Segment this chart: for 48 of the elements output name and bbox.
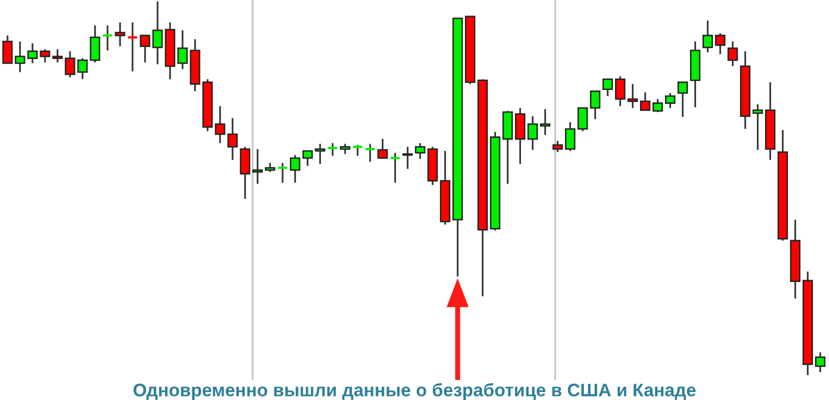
candlestick [340, 143, 350, 155]
candlestick [665, 92, 676, 109]
candlestick [64, 50, 76, 78]
candlestick [52, 48, 63, 64]
candlestick [702, 20, 713, 54]
text: Одновременно вышли данные о безработице в США и Канаде [134, 383, 696, 400]
candlestick [815, 352, 826, 373]
candlestick [414, 142, 426, 160]
candlestick [290, 154, 300, 184]
candlestick [352, 144, 364, 157]
candlestick [402, 146, 413, 170]
candlestick [377, 138, 388, 160]
candlestick [640, 91, 650, 112]
candlestick [140, 34, 150, 64]
candlestick [14, 40, 26, 73]
candlestick [102, 24, 114, 52]
candlestick [2, 34, 13, 64]
candlestick [40, 48, 50, 64]
candlestick [728, 40, 738, 67]
candlestick [627, 83, 638, 109]
candlestick [602, 78, 613, 97]
candlestick [77, 57, 88, 80]
candlestick [364, 143, 376, 163]
candlestick [252, 148, 263, 185]
candlestick [715, 32, 726, 56]
candlestick [614, 75, 626, 107]
candlestick [577, 107, 588, 132]
candlestick [326, 142, 338, 157]
candlestick [390, 152, 401, 184]
candlestick [527, 115, 538, 151]
candlestick [314, 143, 326, 165]
candlestick [590, 90, 600, 120]
candlestick [214, 105, 226, 144]
candlestick [152, 0, 163, 66]
candlestick [652, 98, 663, 113]
candlestick [552, 140, 563, 153]
candlestick [90, 24, 100, 64]
candlestick [126, 22, 138, 72]
candlestick [302, 150, 313, 167]
candlestick [227, 117, 238, 161]
candlestick [752, 103, 763, 151]
candlestick [678, 81, 688, 118]
candlestick [276, 162, 288, 184]
candlestick [114, 22, 126, 48]
candlestick [564, 121, 576, 152]
candlestick [540, 108, 550, 136]
candlestick [27, 42, 38, 64]
candlestick [177, 29, 188, 70]
